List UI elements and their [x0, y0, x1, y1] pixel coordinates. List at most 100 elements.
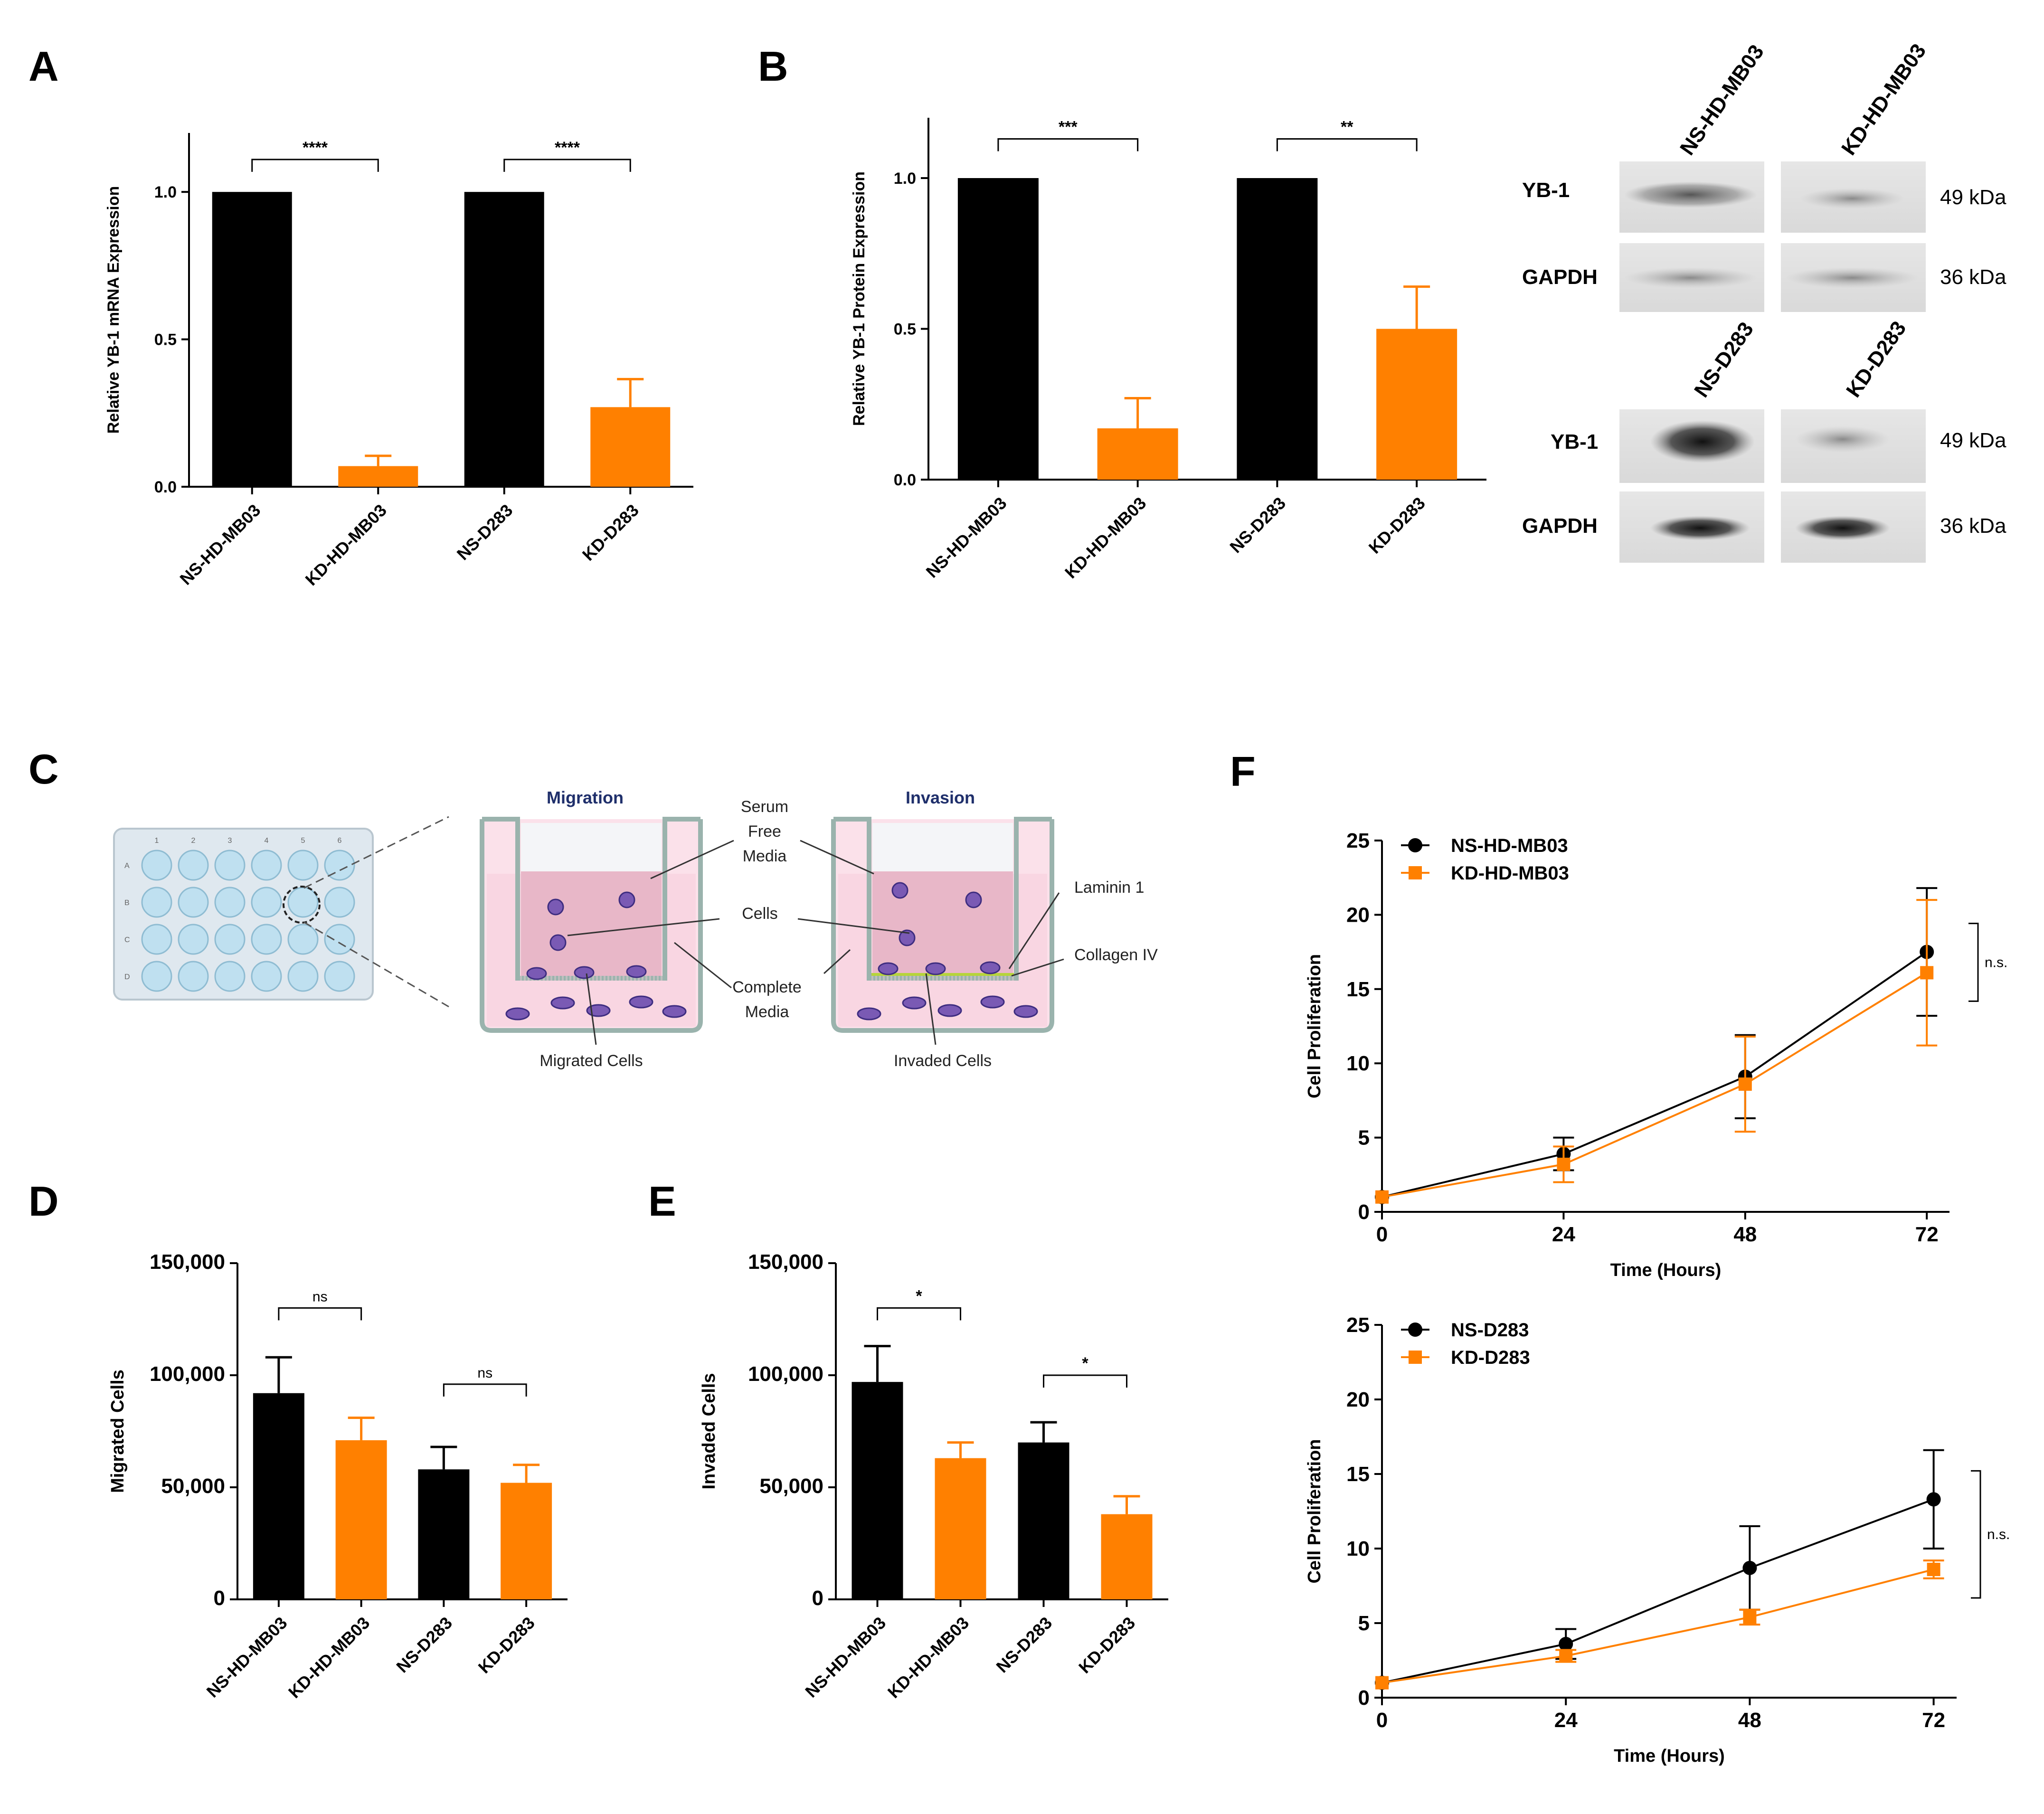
plate-well [287, 924, 319, 955]
plate-row-label: A [124, 862, 130, 870]
label-free: Free [748, 822, 781, 841]
x-tick-label: KD-HD-MB03 [302, 501, 390, 589]
invasion-title: Invasion [906, 788, 975, 807]
blot-col-kd-hd-mb03: KD-HD-MB03 [1837, 39, 1930, 159]
blot-row-gapdh-bottom: GAPDH [1522, 514, 1598, 538]
x-tick-label: KD-D283 [1075, 1613, 1139, 1677]
plate-well [251, 850, 282, 881]
data-point [1559, 1636, 1573, 1651]
bar-kd-hd-mb03 [335, 1440, 387, 1599]
x-tick-label: KD-D283 [578, 501, 643, 565]
y-tick-label: 100,000 [150, 1362, 225, 1386]
blot-row-yb1-top: YB-1 [1522, 179, 1570, 202]
plate-well [287, 961, 319, 992]
blot-band [1795, 516, 1890, 540]
bar-ns-hd-mb03 [852, 1382, 903, 1599]
plate-row-label: D [124, 973, 130, 981]
plate-well [214, 961, 246, 992]
y-tick-label: 10 [1346, 1052, 1370, 1075]
series-line-kd-d283 [1382, 1568, 1934, 1684]
x-tick-label: 72 [1922, 1709, 1945, 1732]
x-tick-label: 48 [1738, 1709, 1761, 1732]
x-tick-label: NS-HD-MB03 [176, 501, 264, 589]
plate-well [251, 961, 282, 992]
ns-label: n.s. [1985, 954, 2007, 970]
significance-bracket [278, 1307, 362, 1321]
blot-band [1650, 516, 1750, 540]
plate-row-label: C [124, 936, 130, 944]
bar-ns-hd-mb03 [957, 178, 1039, 480]
bar-kd-d283 [1101, 1514, 1153, 1599]
blot-band [1624, 181, 1757, 208]
plate-well [251, 887, 282, 918]
significance-label: **** [555, 139, 580, 157]
legend-label: NS-D283 [1451, 1320, 1529, 1341]
data-point [1375, 1676, 1389, 1690]
plate-well [141, 924, 172, 955]
blot-col-ns-d283: NS-D283 [1690, 318, 1758, 401]
blot-kda-gapdh-top: 36 kDa [1940, 265, 2006, 289]
data-point [1926, 1492, 1941, 1507]
y-axis-title: Cell Proliferation [1305, 1439, 1325, 1583]
x-axis-title: Time (Hours) [1610, 1260, 1722, 1280]
significance-label: **** [303, 139, 328, 157]
plate-well [178, 887, 209, 918]
data-point [1743, 1610, 1757, 1624]
plate-col-label: 5 [301, 837, 305, 845]
plate-col-label: 4 [265, 837, 269, 845]
panel-label-a: A [28, 43, 59, 90]
bar-ns-d283 [1237, 178, 1318, 480]
blot-band [1624, 267, 1757, 288]
y-tick-label: 0 [214, 1587, 225, 1610]
y-tick-label: 15 [1346, 1463, 1370, 1486]
plate-col-label: 6 [338, 837, 342, 845]
significance-label: *** [1059, 118, 1078, 136]
blot-kda-yb1-bottom: 49 kDa [1940, 429, 2006, 452]
series-line-ns-d283 [1382, 1498, 1934, 1684]
chart-f-proliferation-d283: 0 5 10 15 20 25 0 24 48 72 Cell Proliferation Time … [1305, 1313, 2010, 1766]
plate-row-label: B [124, 899, 130, 907]
data-point [1557, 1157, 1571, 1171]
plate-well [141, 961, 172, 992]
data-point [1920, 966, 1934, 980]
y-tick-label: 20 [1346, 903, 1370, 926]
plate-well [251, 924, 282, 955]
plate-well [214, 887, 246, 918]
significance-label: ** [1341, 118, 1353, 136]
bar-kd-hd-mb03 [1097, 428, 1178, 480]
chart-d-migrated-cells: 0 50,000 100,000 150,000 Migrated Cells NS-HD… [108, 1250, 568, 1702]
series-line-ns-hd-mb03 [1382, 951, 1928, 1198]
legend-label: KD-HD-MB03 [1451, 863, 1569, 884]
y-tick-label: 150,000 [150, 1250, 225, 1274]
x-tick-label: NS-D283 [453, 501, 517, 564]
chart-b-protein-expression: 0.0 0.5 1.0 Relative YB-1 Protein Expressio… [850, 118, 1486, 582]
legend-marker [1408, 1323, 1422, 1337]
bar-ns-hd-mb03 [253, 1393, 304, 1599]
significance-bracket [1043, 1374, 1127, 1388]
bar-ns-d283 [464, 192, 544, 487]
y-axis-title: Relative YB-1 Protein Expression [850, 171, 868, 426]
y-tick-label: 25 [1346, 829, 1370, 852]
y-tick-label: 1.0 [154, 183, 177, 201]
bar-kd-d283 [501, 1483, 552, 1599]
blot-kda-gapdh-bottom: 36 kDa [1940, 514, 2006, 538]
y-tick-label: 50,000 [759, 1474, 823, 1498]
y-tick-label: 0 [1358, 1686, 1370, 1710]
x-tick-label: KD-HD-MB03 [1061, 493, 1150, 582]
y-tick-label: 5 [1358, 1612, 1370, 1635]
label-invaded-cells: Invaded Cells [894, 1052, 992, 1070]
x-tick-label: 24 [1554, 1709, 1578, 1732]
blot-col-kd-d283: KD-D283 [1842, 317, 1911, 401]
x-tick-label: NS-HD-MB03 [801, 1613, 890, 1701]
well-plate-icon: A 1 2 3 4 5 6 B C D [113, 816, 449, 1008]
legend-marker [1409, 866, 1422, 879]
x-tick-label: 48 [1733, 1223, 1757, 1246]
panel-label-c: C [28, 746, 59, 793]
panel-label-f: F [1230, 748, 1256, 795]
x-tick-label: NS-D283 [1226, 493, 1289, 557]
plate-well [141, 887, 172, 918]
x-tick-label: 0 [1376, 1709, 1388, 1732]
plate-well [141, 850, 172, 881]
blot-row-yb1-bottom: YB-1 [1551, 430, 1598, 454]
